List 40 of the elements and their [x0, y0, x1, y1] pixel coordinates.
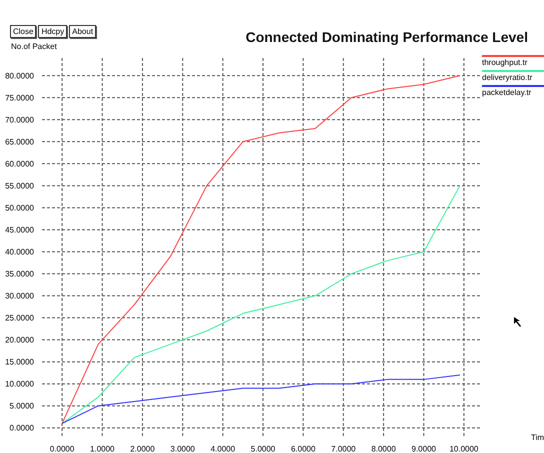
y-tick-label: 80.0000	[5, 71, 35, 80]
x-tick-label: 4.0000	[210, 444, 236, 453]
line-series	[62, 374, 460, 424]
y-tick-label: 40.0000	[5, 248, 35, 257]
text: deliveryratio.tr	[482, 70, 544, 85]
x-tick-label: 6.0000	[290, 444, 316, 453]
chart-title: Connected Dominating Performance Level	[246, 29, 528, 45]
y-tick-label: 70.0000	[5, 115, 35, 124]
x-tick-label: 8.0000	[371, 444, 396, 453]
x-tick-label: 9.0000	[412, 444, 437, 453]
y-tick-label: 60.0000	[5, 160, 35, 169]
y-tick-label: 10.0000	[5, 380, 35, 389]
y-tick-label: 5.0000	[10, 402, 35, 411]
y-tick-label: 20.0000	[5, 336, 35, 345]
x-tick-label: 0.0000	[50, 444, 75, 453]
y-tick-label: 15.0000	[5, 358, 35, 367]
text: Tim	[531, 433, 544, 442]
y-tick-label: 0.0000	[10, 424, 35, 433]
button: Hdcpy	[38, 25, 68, 38]
x-tick-label: 5.0000	[250, 444, 276, 453]
y-tick-label: 25.0000	[5, 314, 35, 323]
line-series	[62, 75, 460, 424]
x-tick-label: 10.0000	[449, 444, 479, 453]
y-tick-label: 45.0000	[5, 226, 35, 235]
y-tick-label: 35.0000	[5, 270, 35, 279]
text: throughput.tr	[482, 55, 544, 70]
button: About	[69, 25, 96, 38]
y-tick-label: 55.0000	[5, 182, 35, 191]
x-tick-label: 3.0000	[170, 444, 196, 453]
x-tick-label: 7.0000	[331, 444, 356, 453]
button: Close	[10, 25, 36, 38]
x-tick-label: 1.0000	[90, 444, 116, 453]
y-tick-label: 50.0000	[5, 204, 35, 213]
y-tick-label: 75.0000	[5, 93, 35, 102]
text: packetdelay.tr	[482, 85, 544, 100]
x-tick-label: 2.0000	[130, 444, 156, 453]
line-series	[62, 185, 460, 424]
y-tick-label: 30.0000	[5, 292, 35, 301]
y-tick-label: 65.0000	[5, 138, 35, 146]
y-axis-title: No.of Packet	[11, 42, 57, 51]
